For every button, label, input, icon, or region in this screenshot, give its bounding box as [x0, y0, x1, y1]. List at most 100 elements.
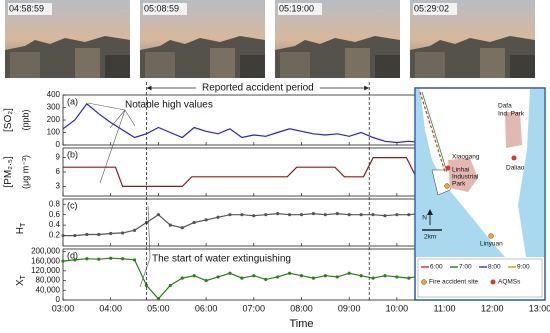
- point: [156, 213, 160, 217]
- point: [287, 213, 292, 217]
- legend-label: 9:00: [517, 264, 530, 271]
- point: [85, 257, 89, 261]
- x-tick-label: 12:00: [481, 303, 504, 313]
- x-tick-label: 08:00: [290, 303, 313, 313]
- y-tick-label: 100: [47, 128, 61, 137]
- y-tick-label: 400: [47, 90, 61, 99]
- map-label: Daliao: [506, 165, 525, 172]
- photo-time: 05:19:00: [279, 3, 314, 13]
- panel-label: (b): [67, 149, 78, 159]
- y-tick-label: 200: [47, 115, 61, 124]
- y-axis-title-sub: T: [20, 222, 27, 227]
- map-label: Ind. Park: [498, 111, 525, 118]
- point: [323, 213, 327, 217]
- map-label: Linhai: [452, 167, 469, 174]
- point: [73, 233, 77, 238]
- point: [383, 214, 387, 218]
- point: [109, 231, 113, 236]
- point: [395, 213, 399, 217]
- point: [264, 277, 268, 281]
- x-tick-label: 07:00: [243, 303, 266, 313]
- x-tick-label: 05:00: [147, 303, 170, 313]
- point: [97, 232, 101, 237]
- x-tick-label: 11:00: [434, 303, 456, 313]
- point: [192, 220, 196, 225]
- x-tick-label: 04:00: [99, 303, 122, 313]
- point: [85, 232, 89, 237]
- point: [371, 213, 375, 217]
- y-tick-label: 0.2: [49, 231, 61, 240]
- point: [252, 274, 256, 278]
- y-axis-title-sub: T: [20, 274, 27, 279]
- y-axis-title: XT: [15, 274, 27, 286]
- point: [359, 213, 363, 217]
- point: [61, 259, 65, 263]
- y-axis-title: [SO₂]: [3, 108, 14, 132]
- point: [252, 214, 256, 218]
- point: [276, 275, 280, 279]
- point: [192, 274, 196, 278]
- north-label: N: [422, 215, 427, 222]
- point: [132, 258, 137, 262]
- y-tick-label: 0.4: [49, 220, 61, 229]
- x-tick-label: 06:00: [195, 303, 218, 313]
- photo-time: 05:29:02: [414, 3, 449, 13]
- point: [228, 271, 232, 275]
- panel-label: (c): [67, 200, 78, 210]
- map-label: Park: [452, 181, 466, 188]
- point: [121, 257, 125, 261]
- point: [383, 274, 387, 278]
- legend-label: 7:00: [459, 264, 472, 271]
- point: [97, 257, 101, 261]
- scale-label: 2km: [424, 234, 436, 241]
- x-tick-label: 10:00: [386, 303, 409, 313]
- period-label: Reported accident period: [202, 83, 314, 94]
- point: [168, 223, 172, 227]
- y-axis-unit: (μg m⁻³): [20, 155, 30, 189]
- y-tick-label: 160,000: [31, 256, 60, 265]
- point: [264, 213, 268, 217]
- y-axis-title-main: X: [15, 279, 26, 286]
- map-label: Linyuan: [480, 241, 503, 248]
- point: [407, 276, 411, 280]
- point: [395, 275, 399, 279]
- point: [359, 274, 363, 278]
- point: [180, 276, 184, 280]
- series-line: [63, 157, 540, 187]
- y-axis-title-main: [PM₂.₅]: [3, 156, 14, 187]
- point: [216, 275, 220, 279]
- y-axis-unit: (ppb): [20, 109, 30, 130]
- point: [168, 283, 172, 288]
- point: [240, 213, 244, 217]
- photo-time: 04:58:59: [9, 3, 44, 13]
- map-label: Industrial: [452, 174, 479, 181]
- point: [335, 275, 339, 279]
- photo-time: 05:08:59: [144, 3, 179, 13]
- point: [73, 258, 77, 262]
- point: [299, 274, 304, 278]
- point: [311, 212, 316, 216]
- y-tick-label: 0: [56, 295, 61, 304]
- point: [216, 215, 220, 219]
- map: Dafa Ind. Park Xiaogang Linhai Industria…: [414, 87, 546, 301]
- legend-label: AQMSs: [498, 279, 521, 286]
- charts: 0 100 200 300 400 (a) [SO₂] (ppb) Notable high v…: [3, 82, 550, 330]
- y-axis-title: [PM₂.₅]: [3, 156, 14, 187]
- x-tick-label: 09:00: [338, 303, 361, 313]
- y-tick-label: 0.6: [49, 210, 61, 219]
- point: [109, 256, 113, 260]
- y-tick-label: 9: [56, 153, 61, 162]
- map-label: Dafa: [498, 103, 512, 110]
- y-tick-label: 3: [56, 182, 61, 191]
- y-tick-label: 6: [56, 167, 61, 176]
- annotation-lines: [87, 102, 151, 288]
- annotation: Notable high values: [125, 100, 213, 111]
- point: [180, 226, 184, 230]
- legend-label: Fire accident site: [429, 279, 479, 286]
- point: [335, 212, 339, 216]
- point: [299, 213, 304, 217]
- point: [323, 274, 327, 278]
- y-tick-label: 0: [56, 140, 61, 149]
- y-tick-label: 40,000: [36, 285, 61, 294]
